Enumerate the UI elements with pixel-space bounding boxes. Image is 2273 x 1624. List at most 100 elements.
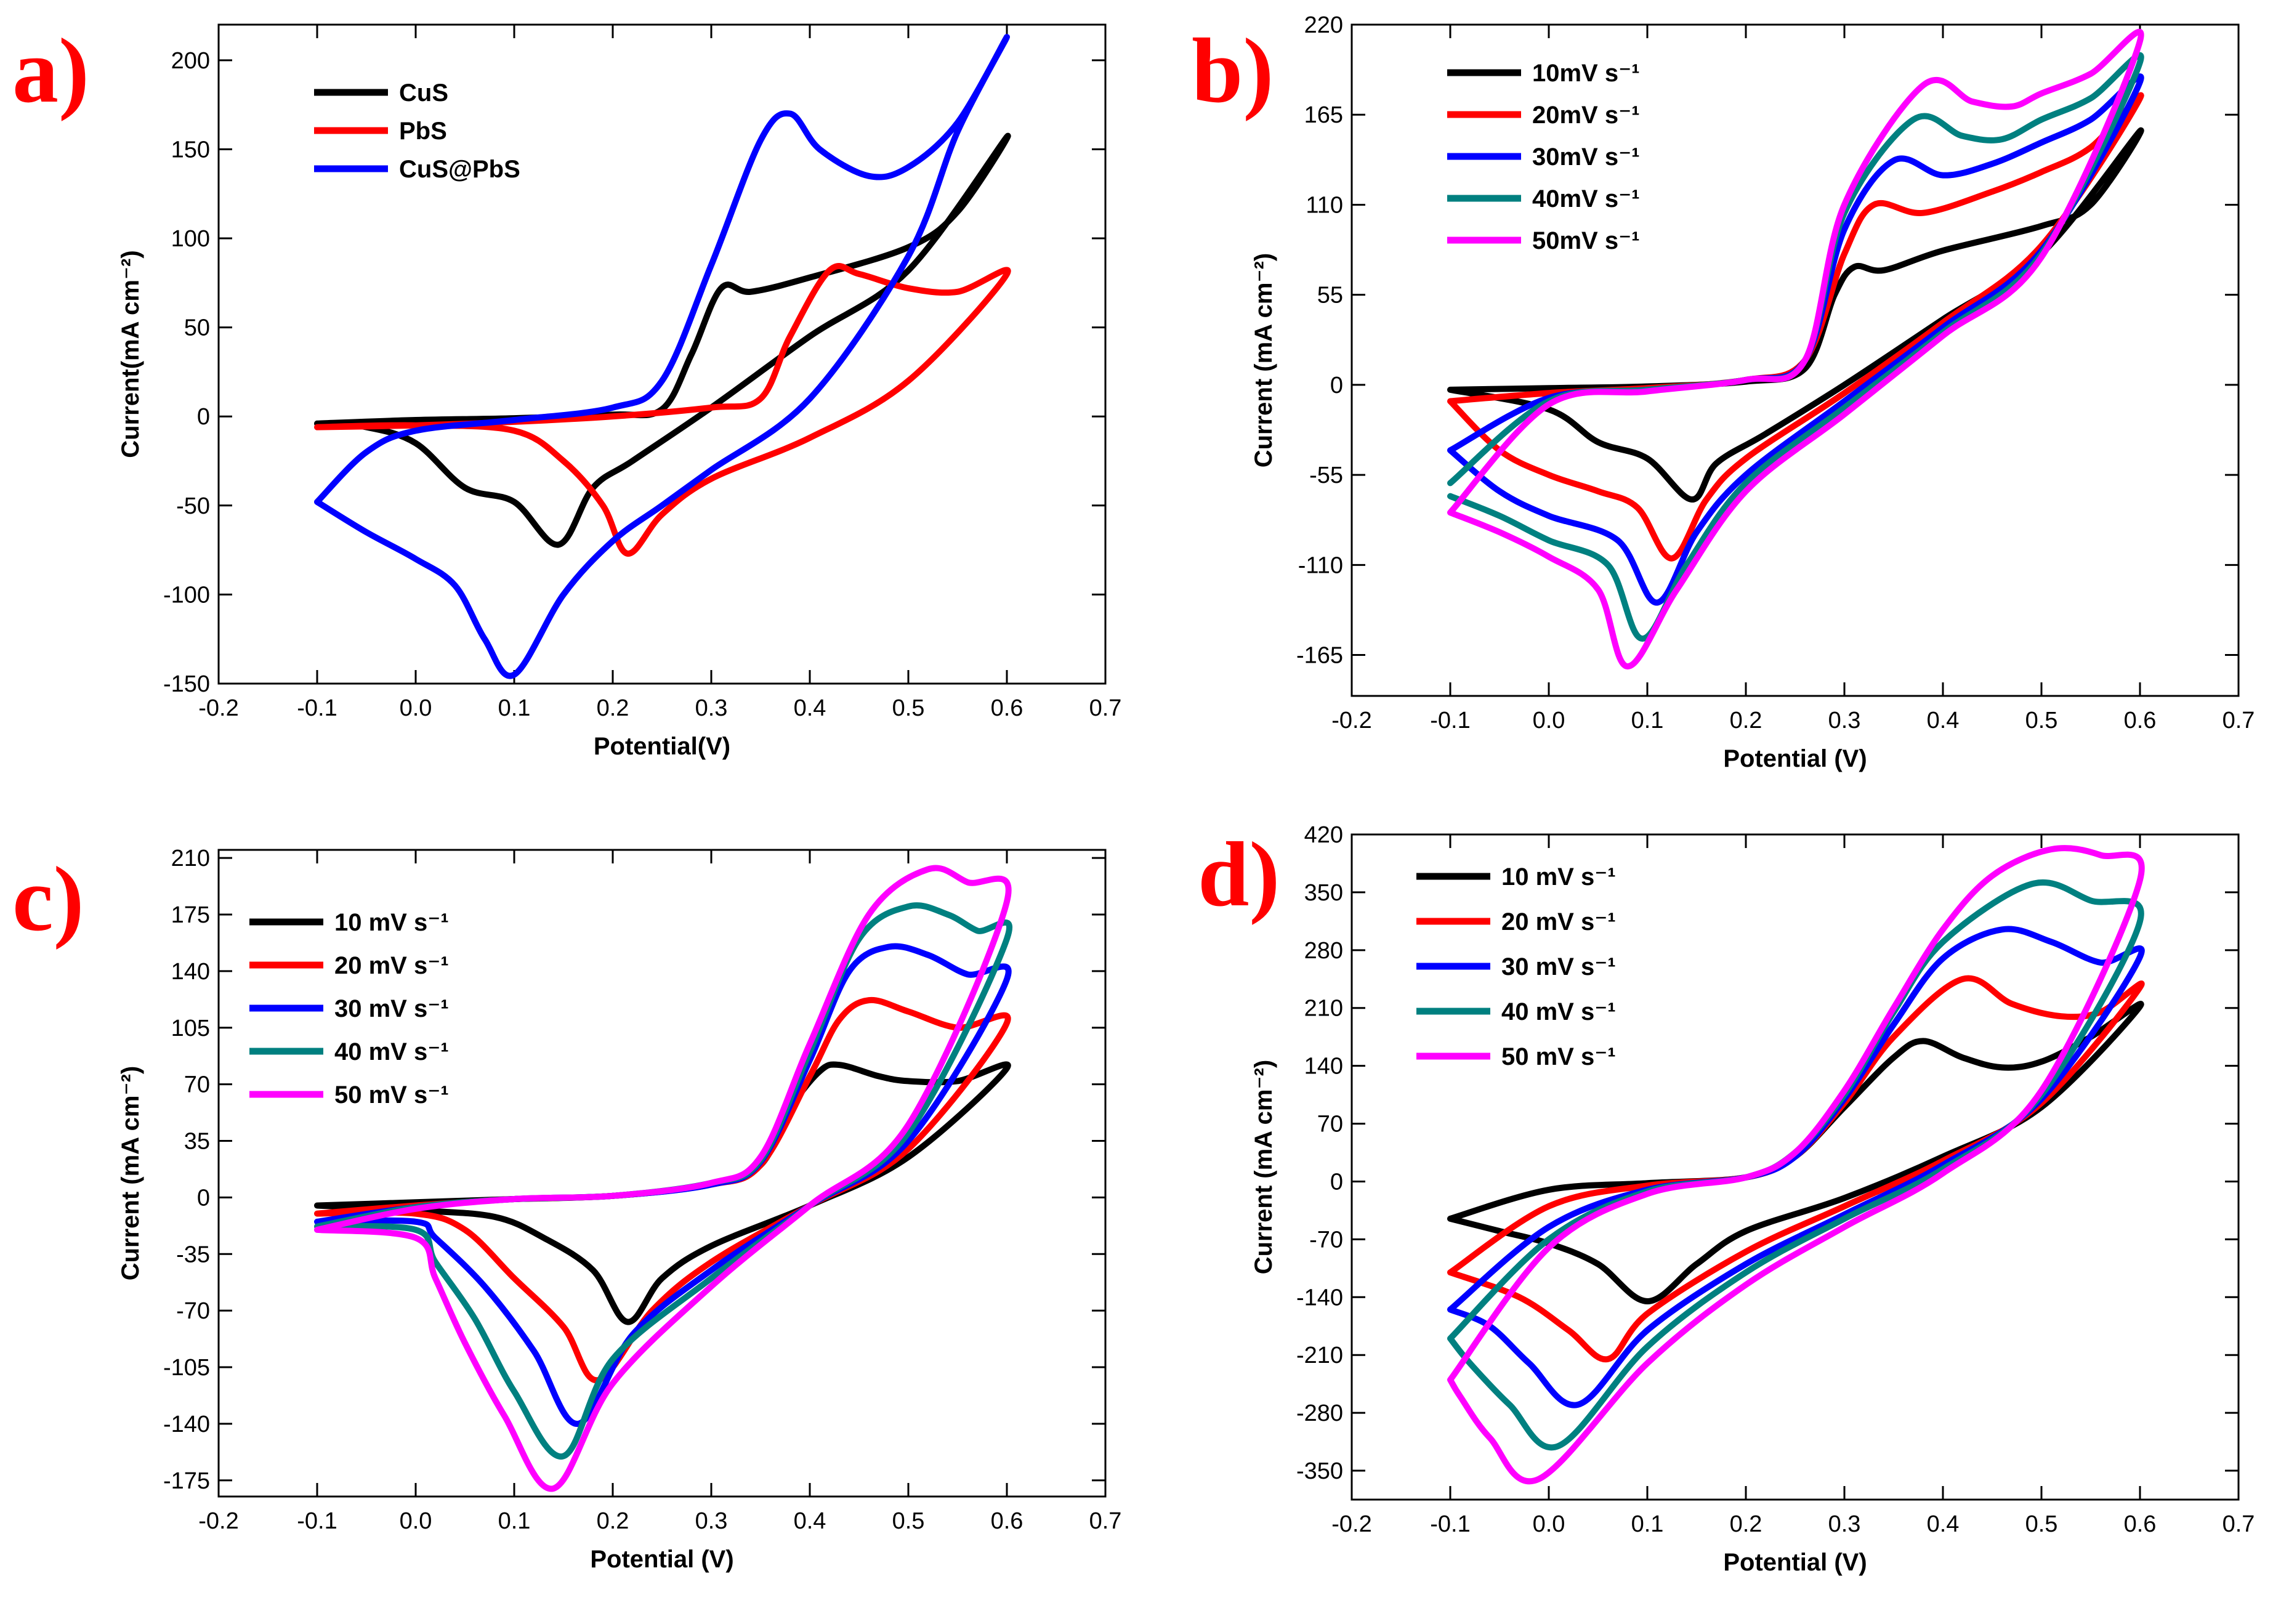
legend-label: 30 mV s⁻¹	[334, 995, 449, 1022]
y-tick-label: 55	[1317, 283, 1343, 309]
legend-label: 50 mV s⁻¹	[334, 1081, 449, 1109]
y-tick-label: 0	[1330, 373, 1343, 398]
x-tick-label: 0.2	[597, 1508, 629, 1534]
y-tick-label: 140	[171, 959, 210, 985]
y-tick-label: 100	[171, 226, 210, 252]
chart-panel-b: -0.2 -0.1 0.0 0.1 0.2 0.3 0.4 0.5 0.6 0.7 -165 -110…	[1192, 12, 2255, 772]
x-tick-label: 0.4	[794, 695, 826, 721]
y-tick-label: 220	[1304, 12, 1343, 38]
x-tick-label: 0.1	[1631, 1511, 1664, 1537]
panel-label: a)	[12, 20, 89, 122]
y-tick-label: 175	[171, 902, 210, 928]
x-tick-label: -0.1	[1430, 1511, 1470, 1537]
y-tick-label: 165	[1304, 102, 1343, 128]
plot-frame	[217, 849, 1107, 1498]
x-tick-label: 0.3	[695, 695, 728, 721]
plot-frame	[217, 23, 1107, 685]
x-axis-title: Potential (V)	[1723, 745, 1867, 772]
legend-label: CuS@PbS	[399, 156, 520, 183]
legend-label: 40mV s⁻¹	[1532, 185, 1640, 212]
panel-label: c)	[12, 848, 84, 950]
x-tick-label: 0.1	[498, 695, 531, 721]
y-axis-title: Current (mA cm⁻²)	[1250, 253, 1277, 468]
x-tick-label: 0.6	[2124, 1511, 2157, 1537]
panel-label: d)	[1198, 823, 1280, 926]
legend-label: 50 mV s⁻¹	[1501, 1043, 1616, 1070]
x-tick-label: 0.3	[1828, 708, 1861, 733]
x-tick-label: 0.4	[1927, 708, 1960, 733]
y-tick-label: -70	[176, 1298, 210, 1324]
y-tick-label: -165	[1296, 643, 1343, 669]
series-line-20-mv-s	[1447, 975, 2145, 1363]
x-tick-label: 0.7	[1089, 1508, 1122, 1534]
y-tick-label: 70	[1317, 1112, 1343, 1137]
y-tick-label: 280	[1304, 938, 1343, 964]
panel-label: b)	[1192, 20, 1274, 122]
y-tick-label: -110	[1298, 552, 1343, 578]
legend-label: 20 mV s⁻¹	[334, 952, 449, 979]
x-tick-label: 0.0	[400, 1508, 432, 1534]
plot-frame	[1350, 833, 2240, 1501]
y-tick-label: 210	[171, 846, 210, 871]
y-tick-label: 0	[197, 404, 210, 430]
legend-label: 10 mV s⁻¹	[1501, 863, 1616, 891]
y-tick-label: 350	[1304, 880, 1343, 906]
plot-frame	[1350, 23, 2240, 697]
chart-panel-d: -0.2 -0.1 0.0 0.1 0.2 0.3 0.4 0.5 0.6 0.7 -350 -280…	[1198, 822, 2255, 1576]
y-tick-label: -140	[1296, 1285, 1343, 1311]
y-tick-label: 70	[184, 1072, 210, 1098]
y-tick-label: -280	[1296, 1400, 1343, 1426]
y-tick-label: 210	[1304, 996, 1343, 1022]
x-tick-label: 0.7	[2223, 708, 2255, 733]
y-tick-label: -150	[163, 671, 210, 697]
x-tick-label: -0.1	[297, 695, 337, 721]
x-tick-label: 0.0	[1533, 1511, 1565, 1537]
x-axis-title: Potential (V)	[590, 1546, 733, 1573]
x-tick-label: 0.2	[1730, 708, 1762, 733]
series-line-50-mv-s	[314, 865, 1012, 1492]
legend-label: 20mV s⁻¹	[1532, 102, 1640, 129]
legend-label: 30 mV s⁻¹	[1501, 953, 1616, 980]
y-tick-label: 110	[1306, 192, 1343, 218]
x-tick-label: 0.4	[1927, 1511, 1960, 1537]
y-tick-label: -50	[176, 493, 210, 519]
y-tick-label: 105	[171, 1016, 210, 1041]
legend-label: 50mV s⁻¹	[1532, 227, 1640, 254]
legend-label: 10 mV s⁻¹	[334, 909, 449, 936]
y-tick-label: 0	[1330, 1169, 1343, 1195]
series-line-50mv-s	[1447, 28, 2144, 670]
y-tick-label: -350	[1296, 1458, 1343, 1484]
legend-label: PbS	[399, 118, 447, 145]
series-line-40-mv-s	[314, 902, 1013, 1460]
x-tick-label: 0.6	[991, 1508, 1023, 1534]
legend-label: 30mV s⁻¹	[1532, 143, 1640, 171]
x-tick-label: 0.3	[1828, 1511, 1861, 1537]
y-tick-label: -70	[1309, 1227, 1343, 1253]
x-tick-label: 0.7	[2223, 1511, 2255, 1537]
legend-label: 40 mV s⁻¹	[1501, 998, 1616, 1025]
y-axis-title: Current (mA cm⁻²)	[117, 1066, 144, 1281]
y-axis-title: Current (mA cm⁻²)	[1250, 1060, 1277, 1275]
y-tick-label: 0	[197, 1185, 210, 1211]
x-tick-label: 0.5	[892, 695, 925, 721]
legend-label: 10mV s⁻¹	[1532, 60, 1640, 87]
x-tick-label: -0.2	[1331, 708, 1371, 733]
y-tick-label: -175	[163, 1468, 210, 1494]
legend-label: CuS	[399, 79, 448, 107]
legend-label: 40 mV s⁻¹	[334, 1038, 449, 1065]
y-tick-label: -100	[163, 582, 210, 608]
y-tick-label: 150	[171, 137, 210, 163]
x-tick-label: 0.0	[400, 695, 432, 721]
x-tick-label: -0.2	[1331, 1511, 1371, 1537]
x-tick-label: 0.7	[1089, 695, 1122, 721]
y-tick-label: 140	[1304, 1054, 1343, 1080]
x-tick-label: -0.2	[198, 1508, 238, 1534]
x-tick-label: 0.4	[794, 1508, 826, 1534]
y-axis-title: Current(mA cm⁻²)	[117, 250, 144, 458]
x-axis-title: Potential(V)	[594, 733, 730, 760]
y-tick-label: 200	[171, 48, 210, 74]
series-line-cus	[314, 132, 1011, 548]
series-line-pbs	[314, 263, 1011, 557]
y-tick-label: -140	[163, 1412, 210, 1437]
